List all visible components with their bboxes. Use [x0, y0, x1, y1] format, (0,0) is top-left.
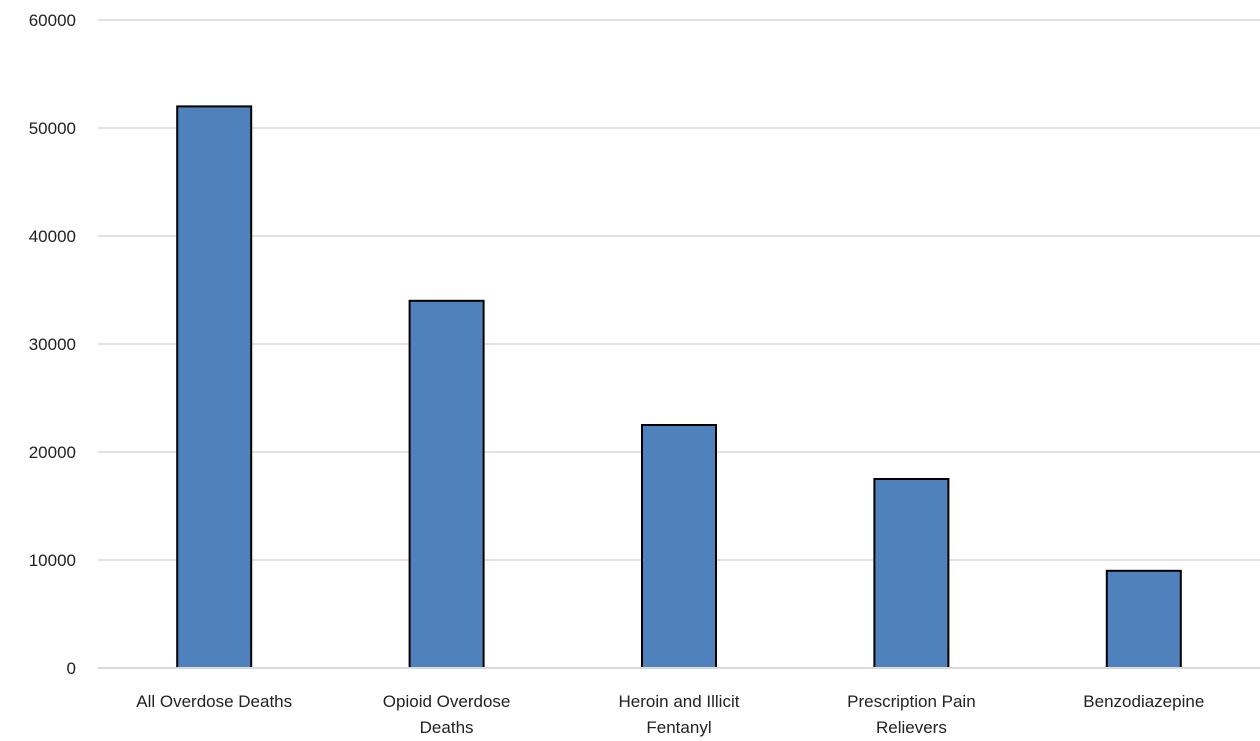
x-category-label-line: Relievers: [876, 718, 947, 737]
x-category-labels: All Overdose Deaths Opioid Overdose Deaths…: [136, 692, 1204, 737]
bar: [408, 299, 485, 669]
x-category-label-line: Fentanyl: [646, 718, 711, 737]
x-category-label: Opioid Overdose Deaths: [383, 692, 511, 737]
y-tick-label: 40000: [29, 227, 76, 246]
y-tick-label: 10000: [29, 551, 76, 570]
y-tick-label: 30000: [29, 335, 76, 354]
y-tick-label: 60000: [29, 11, 76, 30]
x-category-label-line: All Overdose Deaths: [136, 692, 292, 711]
y-tick-labels: 0 10000 20000 30000 40000 50000 60000: [29, 11, 76, 678]
x-category-label-line: Opioid Overdose: [383, 692, 511, 711]
x-category-label: All Overdose Deaths: [136, 692, 292, 711]
x-category-label-line: Deaths: [420, 718, 474, 737]
gridlines: [98, 19, 1260, 561]
x-category-label: Heroin and Illicit Fentanyl: [619, 692, 740, 737]
x-category-label-line: Prescription Pain: [847, 692, 976, 711]
bar: [1105, 569, 1182, 669]
y-tick-label: 20000: [29, 443, 76, 462]
y-tick-label: 50000: [29, 119, 76, 138]
bar: [641, 424, 717, 669]
x-category-label-line: Benzodiazepine: [1083, 692, 1204, 711]
y-tick-label: 0: [67, 659, 76, 678]
x-category-label: Benzodiazepine: [1083, 692, 1204, 711]
x-category-label: Prescription Pain Relievers: [847, 692, 976, 737]
bar: [873, 478, 950, 669]
bar: [176, 105, 253, 669]
x-category-label-line: Heroin and Illicit: [619, 692, 740, 711]
bars: [176, 105, 1182, 669]
